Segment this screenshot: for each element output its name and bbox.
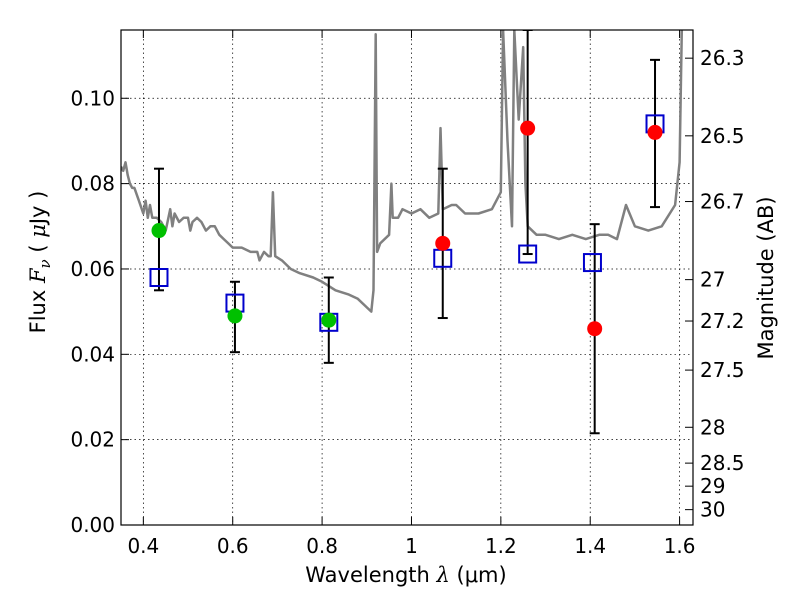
x-tick-label-2: 0.8 xyxy=(306,534,338,558)
y-tick-label-1: 0.02 xyxy=(70,428,115,452)
green-point-2 xyxy=(321,312,337,328)
x-tick-labels: 0.4 0.6 0.8 1 1.2 1.4 1.6 xyxy=(127,534,695,558)
x-tick-label-3: 1 xyxy=(405,534,418,558)
red-point-0 xyxy=(435,235,451,251)
y2-tick-label-1: 26.5 xyxy=(700,124,745,148)
y2-tick-label-7: 28.5 xyxy=(700,451,745,475)
model-square-5 xyxy=(582,253,602,273)
square-layer xyxy=(149,114,665,332)
x-tick-label-4: 1.2 xyxy=(485,534,517,558)
red-point-2 xyxy=(587,321,603,337)
y2-axis-label: Magnitude (AB) xyxy=(754,196,778,359)
red-point-3 xyxy=(647,124,663,140)
y2-tick-label-9: 30 xyxy=(700,498,725,522)
y-tick-label-0: 0.00 xyxy=(70,513,115,537)
y2-tick-label-8: 29 xyxy=(700,474,725,498)
y2-tick-label-2: 26.7 xyxy=(700,190,745,214)
x-tick-label-1: 0.6 xyxy=(217,534,249,558)
y-tick-label-4: 0.08 xyxy=(70,172,115,196)
y-tick-label-5: 0.10 xyxy=(70,86,115,110)
model-square-4 xyxy=(518,244,538,264)
point-layer xyxy=(151,120,663,337)
y2-tick-label-0: 26.3 xyxy=(700,46,745,70)
y2-tick-label-6: 28 xyxy=(700,415,725,439)
y2-tick-label-3: 27 xyxy=(700,268,725,292)
y-tick-label-3: 0.06 xyxy=(70,257,115,281)
error-bar-4 xyxy=(522,30,533,256)
y-tick-labels: 0.00 0.02 0.04 0.06 0.08 0.10 xyxy=(70,86,115,537)
green-point-0 xyxy=(151,223,167,239)
grid xyxy=(121,30,693,525)
green-point-1 xyxy=(227,308,243,324)
red-point-1 xyxy=(520,120,536,136)
plot-frame xyxy=(120,29,694,526)
y2-tick-label-5: 27.5 xyxy=(700,358,745,382)
y-tick-label-2: 0.04 xyxy=(70,342,115,366)
x-axis-label: Wavelength λ (μm) xyxy=(305,563,506,587)
spectrum-line xyxy=(121,30,684,313)
y-axis-label: Flux Fν ( μJy ) xyxy=(26,191,54,334)
ticks xyxy=(121,30,693,526)
model-square-0 xyxy=(149,268,169,287)
spectrum-layer xyxy=(121,30,684,313)
x-tick-label-0: 0.4 xyxy=(127,534,159,558)
x-tick-label-5: 1.4 xyxy=(574,534,606,558)
y2-tick-label-4: 27.2 xyxy=(700,309,745,333)
x-tick-label-6: 1.6 xyxy=(664,534,696,558)
